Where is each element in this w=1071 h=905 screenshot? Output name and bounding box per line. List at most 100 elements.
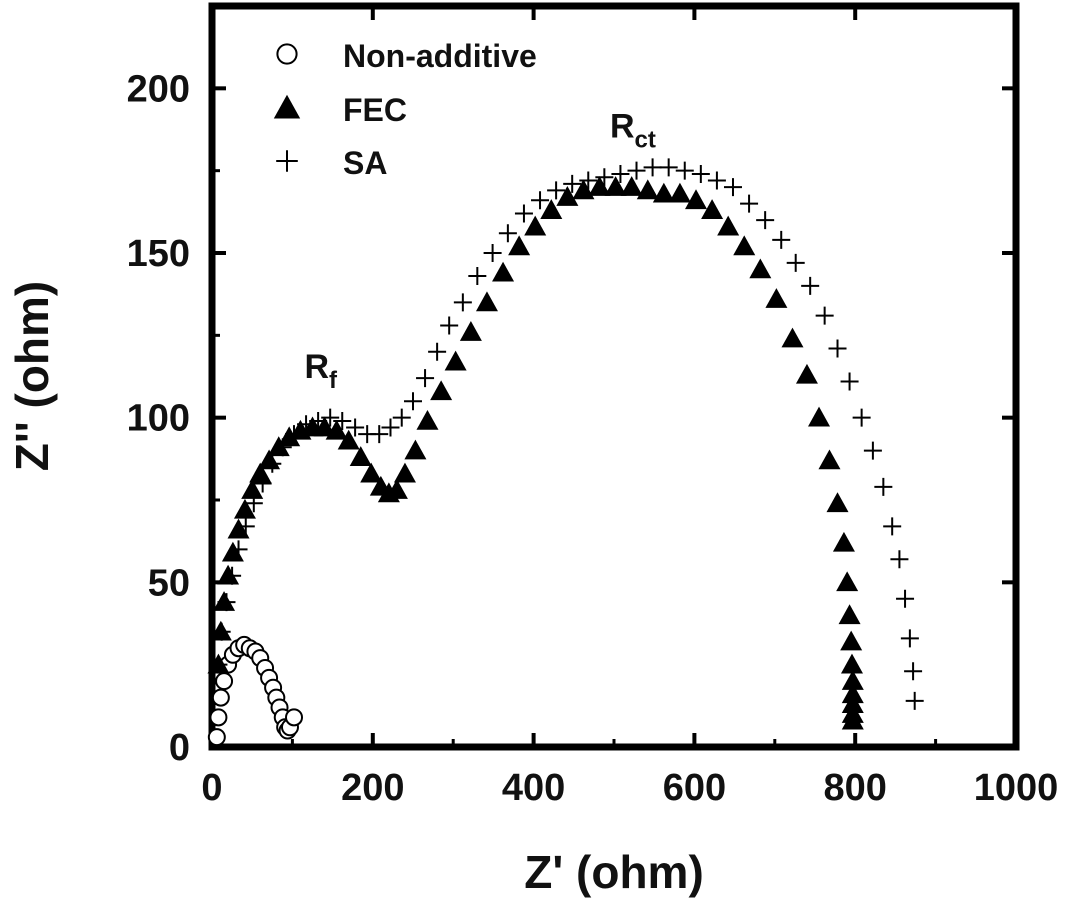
data-point <box>492 261 515 282</box>
data-point <box>370 425 389 444</box>
legend-marker-open-circle <box>276 43 298 65</box>
data-point <box>883 517 902 536</box>
annotation-label: Rct <box>610 108 656 154</box>
data-point <box>836 571 859 592</box>
axis-ticks: 0 200 400 600 800 1000 0 50 100 150 200 <box>127 6 1059 809</box>
data-point <box>904 662 923 681</box>
data-point <box>333 411 352 430</box>
data-point <box>818 449 841 470</box>
data-point <box>717 215 740 236</box>
data-point <box>636 179 659 200</box>
data-point <box>321 408 340 427</box>
data-point <box>430 380 453 401</box>
x-tick-label: 800 <box>823 767 886 809</box>
data-point <box>733 235 756 256</box>
data-point <box>349 446 372 466</box>
series-sa <box>209 158 924 710</box>
data-point <box>749 258 772 279</box>
legend-label: SA <box>343 145 387 181</box>
data-point <box>808 406 831 427</box>
data-point <box>459 321 482 341</box>
data-point <box>540 199 563 219</box>
data-point <box>249 462 272 483</box>
data-point <box>385 479 408 499</box>
data-point <box>392 408 411 427</box>
data-point <box>285 708 304 727</box>
y-tick-label: 50 <box>148 562 190 604</box>
data-point <box>643 158 662 177</box>
data-point <box>563 174 582 193</box>
data-point <box>416 369 435 388</box>
data-point <box>611 164 630 183</box>
x-tick-label: 200 <box>341 767 404 809</box>
data-point <box>723 178 742 197</box>
data-point <box>707 171 726 190</box>
annotation-label: Rf <box>304 348 338 394</box>
data-point <box>838 604 861 625</box>
data-point <box>675 161 694 180</box>
data-point <box>428 342 447 361</box>
data-point <box>309 411 328 430</box>
data-point <box>595 168 614 187</box>
data-point <box>547 181 566 200</box>
data-point <box>508 235 531 256</box>
y-tick-label: 200 <box>127 68 190 110</box>
data-point <box>498 224 517 243</box>
data-point <box>905 691 924 710</box>
annotation-subscript: ct <box>635 127 656 154</box>
series-non-additive <box>207 635 304 747</box>
y-tick-label: 0 <box>169 727 190 769</box>
data-point <box>685 189 708 210</box>
data-point <box>828 339 847 358</box>
x-axis-title: Z' (ohm) <box>524 846 704 898</box>
data-series <box>207 158 924 747</box>
data-point <box>213 591 236 611</box>
x-tick-label: 0 <box>201 767 222 809</box>
data-point <box>815 306 834 325</box>
data-point <box>416 409 439 430</box>
data-point <box>740 194 759 213</box>
data-point <box>832 531 855 552</box>
data-point <box>393 462 416 483</box>
data-point <box>852 408 871 427</box>
data-point <box>207 728 226 747</box>
y-axis-title: Z'' (ohm) <box>6 281 58 472</box>
data-point <box>900 629 919 648</box>
data-point <box>217 564 240 585</box>
data-point <box>229 540 248 559</box>
legend-marker-plus <box>276 150 298 172</box>
data-point <box>440 316 459 335</box>
data-point <box>840 372 859 391</box>
data-point <box>841 670 864 690</box>
legend: Non-additive FEC SA <box>273 38 537 181</box>
data-point <box>795 363 818 384</box>
data-point <box>840 653 863 674</box>
data-point <box>404 439 427 460</box>
x-tick-label: 1000 <box>974 767 1059 809</box>
data-point <box>381 418 400 437</box>
legend-label: FEC <box>343 92 407 128</box>
data-point <box>325 419 348 440</box>
data-point <box>786 253 805 272</box>
x-tick-label: 400 <box>502 767 565 809</box>
data-point <box>840 630 863 651</box>
data-point <box>241 479 264 499</box>
data-point <box>604 176 627 196</box>
data-point <box>652 182 675 203</box>
data-point <box>212 622 231 641</box>
data-point <box>524 215 547 236</box>
data-point <box>896 589 915 608</box>
data-point <box>444 350 467 371</box>
data-point <box>209 708 228 727</box>
data-point <box>556 186 579 206</box>
legend-marker-filled-triangle <box>273 94 301 119</box>
series-fec <box>207 176 864 730</box>
data-point <box>863 441 882 460</box>
data-point <box>253 474 272 493</box>
data-point <box>579 171 598 190</box>
data-point <box>453 293 472 312</box>
data-point <box>244 494 263 513</box>
data-point <box>215 672 234 691</box>
data-point <box>285 425 304 444</box>
